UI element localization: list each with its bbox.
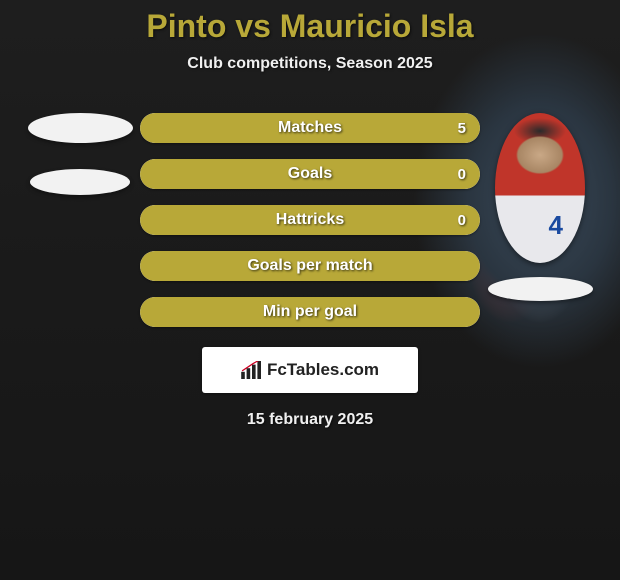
brand-badge: FcTables.com xyxy=(202,347,418,393)
stat-bars: Matches 5 Goals 0 Hattricks 0 Goals per … xyxy=(140,113,480,327)
stats-area: Matches 5 Goals 0 Hattricks 0 Goals per … xyxy=(0,113,620,327)
player-right-column: 4 xyxy=(480,113,600,327)
stat-value: 0 xyxy=(458,166,466,183)
stat-label: Goals xyxy=(288,165,332,183)
page-subtitle: Club competitions, Season 2025 xyxy=(0,55,620,73)
stat-value: 5 xyxy=(458,120,466,137)
stat-bar-matches: Matches 5 xyxy=(140,113,480,143)
player-left-placeholder-1 xyxy=(28,113,133,143)
stat-label: Hattricks xyxy=(276,211,344,229)
player-right-photo: 4 xyxy=(495,113,585,263)
stat-bar-min-per-goal: Min per goal xyxy=(140,297,480,327)
date-text: 15 february 2025 xyxy=(0,411,620,429)
stat-value: 0 xyxy=(458,212,466,229)
player-left-placeholder-2 xyxy=(30,169,130,195)
stat-label: Matches xyxy=(278,119,342,137)
bar-chart-icon xyxy=(241,361,263,379)
player-right-jersey-number: 4 xyxy=(549,210,563,241)
stat-label: Goals per match xyxy=(247,257,372,275)
stat-bar-goals-per-match: Goals per match xyxy=(140,251,480,281)
player-left-column xyxy=(20,113,140,327)
brand-text: FcTables.com xyxy=(267,360,379,380)
stat-label: Min per goal xyxy=(263,303,357,321)
infographic-container: Pinto vs Mauricio Isla Club competitions… xyxy=(0,0,620,580)
stat-bar-hattricks: Hattricks 0 xyxy=(140,205,480,235)
stat-bar-goals: Goals 0 xyxy=(140,159,480,189)
page-title: Pinto vs Mauricio Isla xyxy=(0,8,620,45)
player-right-placeholder xyxy=(488,277,593,301)
